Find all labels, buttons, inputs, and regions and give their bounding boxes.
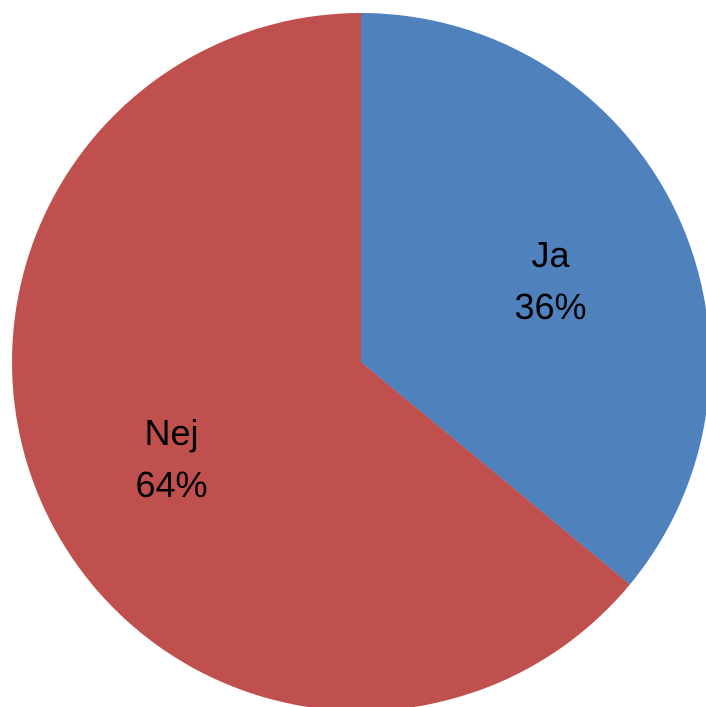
pie-slices: [12, 13, 706, 707]
pie-label-name-nej: Nej: [144, 412, 198, 453]
pie-label-percent-nej: 64%: [135, 464, 207, 505]
pie-labels: Ja 36% Nej 64%: [135, 234, 586, 505]
pie-slice-nej: [12, 13, 630, 707]
pie-label-name-ja: Ja: [531, 234, 570, 275]
pie-label-percent-ja: 36%: [514, 286, 586, 327]
pie-slice-ja: [361, 13, 706, 585]
